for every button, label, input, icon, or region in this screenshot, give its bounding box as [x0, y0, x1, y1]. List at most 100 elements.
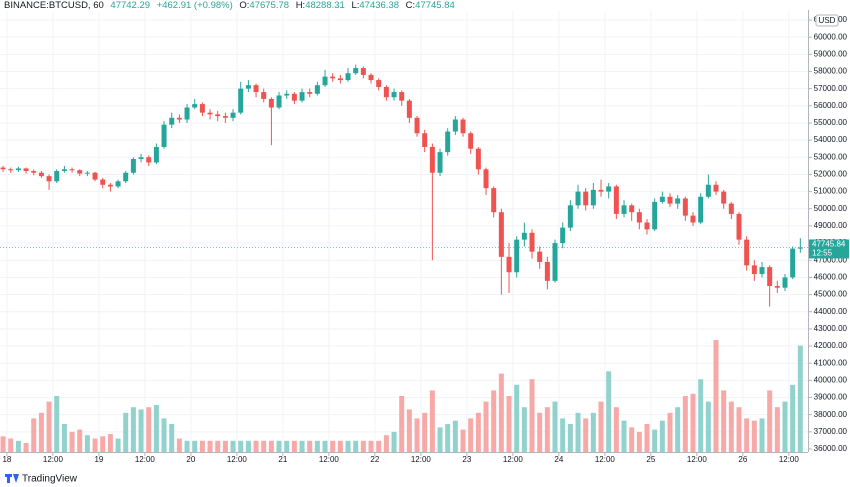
volume-bar	[161, 418, 167, 452]
candle-body	[498, 212, 504, 257]
last-price-badge	[809, 239, 849, 259]
logo-text: TradingView	[22, 474, 78, 485]
volume-bar	[31, 418, 37, 452]
currency-badge[interactable]	[815, 14, 839, 27]
candle-body	[383, 86, 389, 98]
y-tick-label: 53000.00	[814, 152, 848, 161]
candle-body	[667, 196, 673, 204]
candle-body	[192, 104, 198, 108]
ohlc-value: 47436.38	[359, 0, 399, 11]
candle-body	[115, 181, 121, 187]
candle-body	[184, 107, 190, 120]
candle-body	[8, 169, 14, 171]
candle-body	[544, 261, 550, 281]
volume-bar	[613, 407, 619, 452]
candle-body	[422, 133, 428, 147]
candle-body	[575, 191, 581, 206]
candle-body	[721, 191, 727, 204]
change: +462.91 (+0.98%)	[157, 0, 233, 11]
volume-bar	[452, 420, 458, 452]
x-tick-label: 12:00	[595, 455, 616, 464]
volume-bar	[61, 424, 67, 452]
y-tick-label: 36000.00	[814, 444, 848, 453]
candle-body	[360, 68, 366, 75]
volume-bar	[123, 412, 129, 452]
x-tick-label: 12:00	[135, 455, 156, 464]
candle-body	[38, 172, 44, 177]
candle-body	[130, 158, 136, 173]
x-tick-label: 12:00	[687, 455, 708, 464]
candle-body	[537, 251, 543, 262]
volume-bar	[146, 407, 152, 452]
x-tick-label: 12:00	[411, 455, 432, 464]
volume-bar	[797, 345, 803, 452]
volume-bar	[652, 429, 658, 452]
volume-bar	[230, 440, 236, 452]
volume-bar	[383, 435, 389, 452]
candle-body	[153, 146, 159, 163]
volume-bar	[751, 420, 757, 452]
x-tick-label: 18	[2, 455, 11, 464]
y-tick-label: 41000.00	[814, 358, 848, 367]
candle-body	[514, 239, 520, 273]
candle-body	[23, 168, 29, 172]
volume-bar	[774, 407, 780, 452]
volume-bar	[107, 434, 113, 452]
candle-body	[84, 172, 90, 174]
candle-body	[506, 256, 512, 273]
candle-body	[100, 179, 106, 185]
volume-bar	[698, 379, 704, 452]
candle-body	[169, 117, 175, 125]
volume-bar	[590, 412, 596, 452]
volume-bar	[521, 407, 527, 452]
candle-body	[744, 239, 750, 266]
volume-bar	[445, 424, 451, 452]
y-tick-label: 44000.00	[814, 307, 848, 316]
candle-body	[767, 267, 773, 286]
candle-body	[207, 112, 213, 115]
volume-bar	[759, 418, 765, 452]
candle-body	[299, 92, 305, 101]
candle-body	[698, 196, 704, 223]
volume-bar	[284, 440, 290, 452]
x-tick-label: 22	[370, 455, 379, 464]
x-tick-label: 19	[94, 455, 103, 464]
volume-bar	[138, 409, 144, 452]
candle-body	[751, 265, 757, 274]
axes: 36000.00 37000.00 38000.00 39000.00 40000.00…	[0, 15, 849, 464]
candle-body	[682, 198, 688, 216]
candle-body	[353, 68, 359, 74]
candle-body	[414, 117, 420, 134]
y-tick-label: 60000.00	[814, 32, 848, 41]
ohlc-label: C:	[406, 0, 416, 11]
candle-body	[276, 95, 282, 108]
y-tick-label: 56000.00	[814, 101, 848, 110]
volume-bar	[169, 424, 175, 452]
y-tick-label: 38000.00	[814, 410, 848, 419]
candle-body	[261, 92, 267, 99]
volume-bar	[498, 373, 504, 452]
volume-bar	[598, 401, 604, 452]
volume-bar	[314, 440, 320, 452]
volume-bar	[460, 429, 466, 452]
volume-bar	[100, 436, 106, 452]
volume-bar	[261, 440, 267, 452]
candle-body	[222, 116, 228, 118]
candle-body	[199, 104, 205, 113]
volume-bar	[268, 440, 274, 452]
candle-body	[92, 172, 98, 180]
candle-body	[215, 114, 221, 117]
candle-body	[123, 172, 129, 182]
volume-bar	[69, 431, 75, 452]
volume-bar	[483, 401, 489, 452]
volume-bar	[514, 384, 520, 452]
volume-bar	[207, 440, 213, 452]
x-tick-label: 26	[738, 455, 747, 464]
x-tick-label: 12:00	[779, 455, 800, 464]
volume-bar	[621, 420, 627, 452]
volume-bar	[744, 418, 750, 452]
volume-bar	[414, 418, 420, 452]
candle-body	[245, 85, 251, 89]
candle-body	[675, 198, 681, 204]
